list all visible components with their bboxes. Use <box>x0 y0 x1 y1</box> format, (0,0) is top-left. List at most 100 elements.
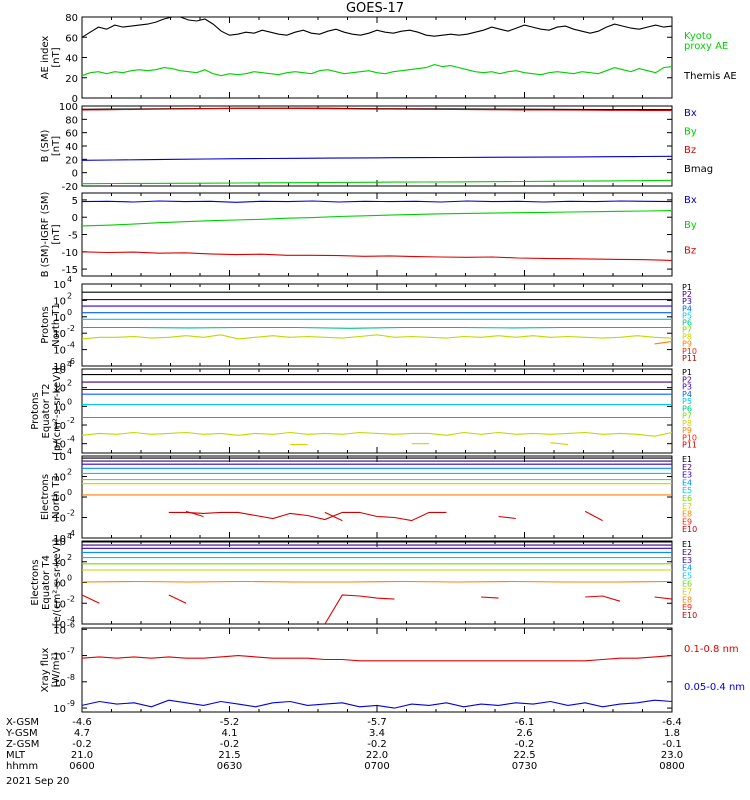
legend-entry: E4 <box>682 478 692 487</box>
y-tick-exponent: 2 <box>67 553 72 562</box>
legend-entry: P5 <box>682 397 692 406</box>
y-tick-label: 60 <box>65 129 78 140</box>
y-tick-exponent: -4 <box>67 529 75 538</box>
ephemeris-value: 21.0 <box>71 750 93 761</box>
legend-entry: P4 <box>682 304 692 313</box>
y-tick-label: 10 <box>53 296 66 307</box>
y-axis-label: B (SM)-IGRF (SM) <box>40 192 51 278</box>
y-tick-label: 0 <box>72 94 78 105</box>
ephemeris-value: -5.2 <box>220 717 240 728</box>
ephemeris-value: 2.6 <box>517 728 533 739</box>
series-line-1-2 <box>81 64 673 77</box>
ephemeris-value: -4.6 <box>72 717 92 728</box>
legend-entry: By <box>684 127 697 138</box>
y-tick-exponent: 4 <box>67 532 72 541</box>
ephemeris-value: 21.5 <box>218 750 240 761</box>
y-tick-exponent: -2 <box>67 509 75 518</box>
y-axis-label: Equator T4 <box>41 555 52 610</box>
y-tick-label: 10 <box>53 534 66 545</box>
ephemeris-row-label: MLT <box>6 750 26 761</box>
y-tick-label: 10 <box>53 346 66 357</box>
y-axis-label: Protons <box>40 306 51 343</box>
y-tick-label: 60 <box>65 33 78 44</box>
y-tick-exponent: -7 <box>67 647 75 656</box>
y-tick-exponent: -9 <box>67 699 75 708</box>
y-tick-exponent: -4 <box>67 341 75 350</box>
legend-entry: P6 <box>682 404 692 413</box>
panel-frame-8 <box>81 627 673 713</box>
ephemeris-row-label: Z-GSM <box>6 739 39 750</box>
chart-title: GOES-17 <box>345 1 404 16</box>
legend-entry: P3 <box>682 383 692 392</box>
ephemeris-value: -0.2 <box>72 739 92 750</box>
y-tick-label: 20 <box>65 74 78 85</box>
y-tick-label: 10 <box>53 362 66 373</box>
legend-entry: E9 <box>682 603 692 612</box>
y-axis-label: [nT] <box>51 224 62 244</box>
legend-entry: E3 <box>682 471 692 480</box>
legend-entry: P4 <box>682 390 692 399</box>
y-tick-label: 100 <box>59 102 78 113</box>
legend-entry: Bx <box>684 195 697 206</box>
y-tick-label: 10 <box>53 704 66 715</box>
ephemeris-row-label: Y-GSM <box>5 728 38 739</box>
legend-entry: E6 <box>682 580 692 589</box>
legend-entry: P9 <box>682 426 692 435</box>
ephemeris-value: -0.2 <box>220 739 240 750</box>
ephemeris-row-label: hhmm <box>6 761 38 772</box>
y-tick-exponent: -2 <box>67 324 75 333</box>
series-line-3-2 <box>81 210 673 227</box>
y-tick-label: 10 <box>53 329 66 340</box>
y-tick-label: 5 <box>72 196 78 207</box>
y-axis-label: [W/m²] <box>51 652 62 687</box>
y-tick-exponent: -2 <box>67 416 75 425</box>
y-tick-label: 10 <box>53 599 66 610</box>
series-line-5-7 <box>81 431 673 437</box>
y-tick-label: 10 <box>53 440 66 451</box>
y-axis-label: [p/(cm²-s-sr-keV)] <box>52 367 63 455</box>
y-tick-label: 10 <box>53 514 66 525</box>
y-tick-label: -20 <box>62 182 78 193</box>
y-tick-exponent: 0 <box>67 308 72 317</box>
legend-entry: E3 <box>682 556 692 565</box>
ephemeris-value: 4.1 <box>222 728 238 739</box>
y-tick-label: 40 <box>65 54 78 65</box>
y-tick-label: 10 <box>53 579 66 590</box>
ephemeris-value: 0800 <box>659 761 684 772</box>
ephemeris-value: 3.4 <box>369 728 385 739</box>
legend-entry: P10 <box>682 347 697 356</box>
series-line-5-8 <box>290 442 568 446</box>
ephemeris-row-label: X-GSM <box>6 717 39 728</box>
legend-entry: Bx <box>684 108 697 119</box>
y-axis-label: [e/(cm²-s-sr-keV)] <box>52 539 63 627</box>
ephemeris-value: 22.0 <box>366 750 388 761</box>
series-line-7-9 <box>81 594 673 625</box>
y-tick-label: 10 <box>53 558 66 569</box>
ephemeris-value: 4.7 <box>74 728 90 739</box>
y-axis-label: [nT] <box>51 136 62 156</box>
legend-entry: E2 <box>682 548 692 557</box>
legend-entry: Bz <box>684 145 696 156</box>
y-tick-exponent: 0 <box>67 397 72 406</box>
series-line-4-7 <box>81 334 673 340</box>
legend-entry: E10 <box>682 525 697 534</box>
legend-entry: P7 <box>682 326 692 335</box>
y-axis-label: Equator T2 <box>41 384 52 439</box>
legend-entry: P7 <box>682 412 692 421</box>
legend-entry: P8 <box>682 333 692 342</box>
series-line-2-4 <box>81 179 673 185</box>
series-line-8-1 <box>81 655 673 662</box>
legend-entry: P9 <box>682 340 692 349</box>
ephemeris-value: -0.2 <box>515 739 535 750</box>
legend-entry: P8 <box>682 419 692 428</box>
panel-frame-1 <box>81 16 673 99</box>
y-tick-label: 10 <box>53 652 66 663</box>
y-tick-exponent: 2 <box>67 468 72 477</box>
legend-entry: Bmag <box>684 164 713 175</box>
legend-entry: E1 <box>682 540 692 549</box>
y-tick-label: 10 <box>53 473 66 484</box>
ephemeris-value: -6.4 <box>662 717 682 728</box>
y-axis-label: North T3 <box>51 475 62 519</box>
legend-entry: proxy AE <box>684 41 728 52</box>
